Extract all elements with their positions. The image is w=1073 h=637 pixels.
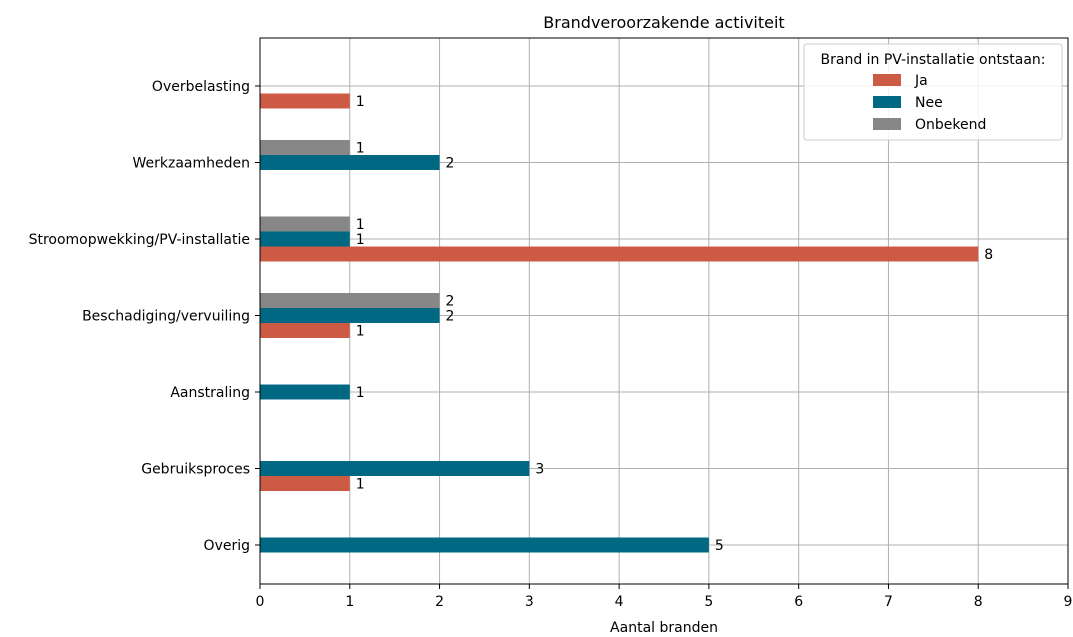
bar-value-label: 5 — [715, 538, 724, 554]
bar-onbekend-3 — [260, 293, 440, 308]
bar-nee-5 — [260, 461, 530, 476]
category-label: Werkzaamheden — [132, 156, 250, 172]
legend-swatch-onbekend — [873, 118, 901, 130]
x-tick-label: 8 — [974, 594, 983, 610]
bar-value-label: 1 — [356, 141, 365, 157]
legend-title: Brand in PV-installatie ontstaan: — [821, 52, 1046, 68]
legend-label: Nee — [915, 95, 943, 111]
category-label: Beschadiging/vervuiling — [82, 309, 250, 325]
category-label: Stroomopwekking/PV-installatie — [29, 232, 250, 248]
bar-value-label: 3 — [535, 462, 544, 478]
chart-title: Brandveroorzakende activiteit — [543, 13, 784, 32]
x-tick-label: 6 — [794, 594, 803, 610]
legend-frame — [803, 43, 1063, 141]
legend: Brand in PV-installatie ontstaan: Ja Nee O… — [803, 43, 1063, 141]
legend-label: Onbekend — [915, 117, 986, 133]
bar-nee-3 — [260, 308, 440, 323]
legend-label: Ja — [914, 73, 928, 89]
x-tick-label: 0 — [256, 594, 265, 610]
bar-nee-1 — [260, 155, 440, 170]
legend-swatch-ja — [873, 74, 901, 86]
bar-value-label: 8 — [984, 247, 993, 263]
bar-value-label: 1 — [356, 324, 365, 340]
bar-nee-2 — [260, 231, 350, 247]
x-tick-label: 9 — [1064, 594, 1073, 610]
bar-value-label: 1 — [356, 385, 365, 401]
bar-value-label: 2 — [446, 156, 455, 172]
x-tick-label: 3 — [525, 594, 534, 610]
bar-value-label: 1 — [356, 477, 365, 493]
category-label: Overig — [204, 538, 250, 554]
bar-ja-3 — [260, 323, 350, 338]
bar-value-label: 2 — [446, 294, 455, 310]
bar-value-label: 2 — [446, 309, 455, 325]
x-tick-label: 2 — [435, 594, 444, 610]
y-axis-ticks: Overbelasting Werkzaamheden Stroomopwekkin… — [29, 79, 260, 554]
plot-frame — [259, 37, 1069, 585]
bar-nee-6 — [260, 537, 709, 553]
bar-value-label: 1 — [356, 94, 365, 110]
bar-onbekend-1 — [260, 140, 350, 155]
bar-value-label: 1 — [356, 217, 365, 233]
x-axis-ticks: 0 1 2 3 4 5 6 7 8 9 — [256, 584, 1073, 610]
x-tick-label: 4 — [615, 594, 624, 610]
category-label: Overbelasting — [152, 79, 250, 95]
x-axis-label: Aantal branden — [610, 620, 718, 636]
x-tick-label: 7 — [884, 594, 893, 610]
bars — [260, 93, 979, 553]
bar-ja-0 — [260, 93, 350, 109]
category-label: Gebruiksproces — [141, 462, 250, 478]
x-tick-label: 5 — [704, 594, 713, 610]
x-tick-label: 1 — [345, 594, 354, 610]
bar-value-label: 1 — [356, 232, 365, 248]
bar-onbekend-2 — [260, 216, 350, 232]
bar-ja-5 — [260, 476, 350, 491]
legend-swatch-nee — [873, 96, 901, 108]
bar-nee-4 — [260, 384, 350, 400]
category-label: Aanstraling — [170, 385, 250, 401]
bar-ja-2 — [260, 246, 979, 262]
